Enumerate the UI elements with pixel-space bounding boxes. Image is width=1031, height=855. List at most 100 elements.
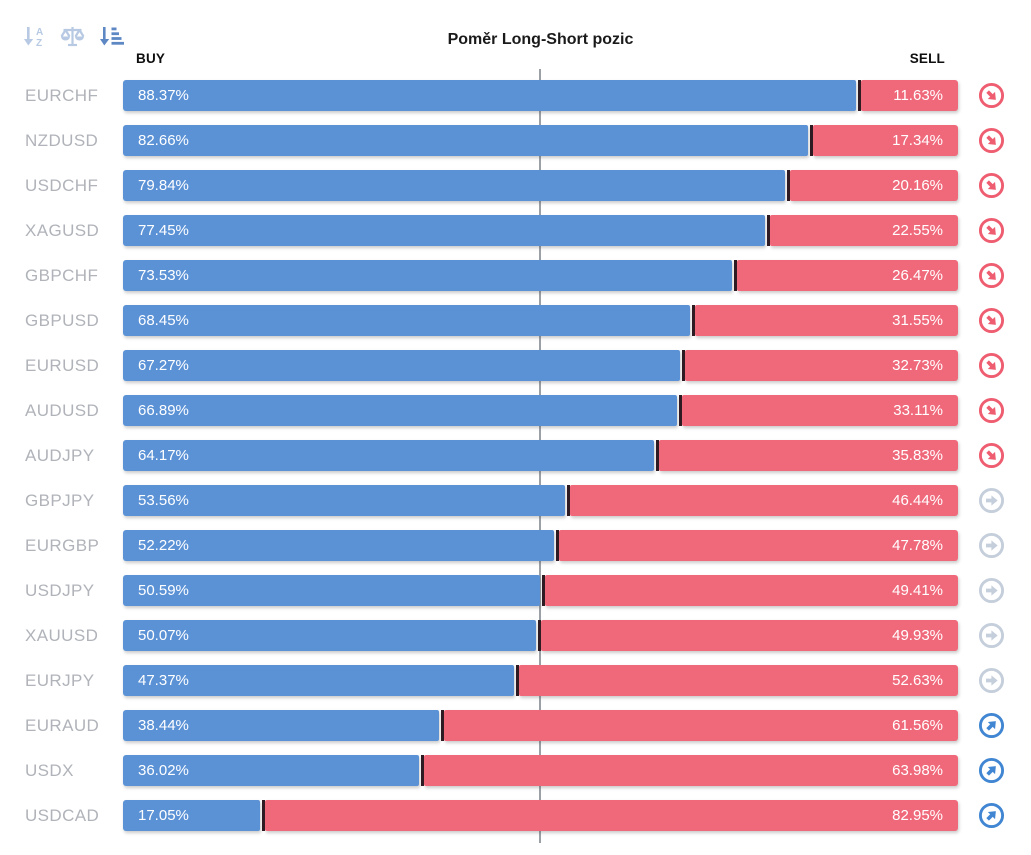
sell-bar-segment: 52.63% (518, 665, 958, 696)
signal-down-right-arrow-icon (978, 307, 1005, 334)
ratio-bar: 50.59% 49.41% (123, 575, 958, 606)
sell-bar-segment: 47.78% (559, 530, 958, 561)
buy-percent: 77.45% (138, 222, 189, 239)
signal-down-right-arrow-icon (978, 172, 1005, 199)
instrument-label: GBPUSD (25, 310, 100, 330)
signal-icon-button[interactable] (978, 802, 1005, 829)
bar-divider (766, 215, 770, 246)
buy-percent: 52.22% (138, 537, 189, 554)
signal-icon-button[interactable] (978, 127, 1005, 154)
bar-divider (678, 395, 682, 426)
signal-icon-button[interactable] (978, 667, 1005, 694)
instrument-row: USDCAD 17.05% 82.95% (0, 793, 1031, 838)
buy-bar-segment: 79.84% (123, 170, 785, 201)
signal-icon-button[interactable] (978, 82, 1005, 109)
signal-icon-button[interactable] (978, 217, 1005, 244)
compare-balance-button[interactable] (58, 23, 87, 49)
buy-bar-segment: 50.59% (123, 575, 541, 606)
signal-icon-button[interactable] (978, 532, 1005, 559)
instrument-row: AUDJPY 64.17% 35.83% (0, 433, 1031, 478)
instrument-label: USDJPY (25, 580, 95, 600)
buy-percent: 64.17% (138, 447, 189, 464)
bar-divider (440, 710, 444, 741)
sell-bar-segment: 61.56% (443, 710, 958, 741)
signal-icon-button[interactable] (978, 577, 1005, 604)
sell-percent: 22.55% (892, 222, 943, 239)
instrument-label: GBPJPY (25, 490, 95, 510)
sell-percent: 33.11% (893, 402, 943, 419)
signal-icon-button[interactable] (978, 172, 1005, 199)
instrument-row: NZDUSD 82.66% 17.34% (0, 118, 1031, 163)
instrument-row: EURUSD 67.27% 32.73% (0, 343, 1031, 388)
sort-by-amount-button[interactable] (96, 23, 125, 49)
bar-divider (691, 305, 695, 336)
sell-bar-segment: 63.98% (423, 755, 958, 786)
buy-percent: 53.56% (138, 492, 189, 509)
buy-bar-segment: 17.05% (123, 800, 261, 831)
bar-divider (538, 620, 542, 651)
signal-icon-button[interactable] (978, 487, 1005, 514)
buy-bar-segment: 38.44% (123, 710, 439, 741)
buy-percent: 50.07% (138, 627, 189, 644)
sell-percent: 49.93% (892, 627, 943, 644)
instrument-rows: EURCHF 88.37% 11.63% NZDUSD 82.66% 17.34… (0, 73, 1031, 838)
instrument-label: GBPCHF (25, 265, 99, 285)
ratio-bar: 82.66% 17.34% (123, 125, 958, 156)
buy-bar-segment: 68.45% (123, 305, 690, 336)
signal-icon-button[interactable] (978, 757, 1005, 784)
signal-down-right-arrow-icon (978, 217, 1005, 244)
signal-icon-button[interactable] (978, 262, 1005, 289)
sort-amount-icon (99, 27, 124, 46)
instrument-label: EURGBP (25, 535, 100, 555)
buy-column-header: BUY (136, 51, 166, 66)
signal-icon-button[interactable] (978, 352, 1005, 379)
instrument-label: USDCHF (25, 175, 99, 195)
signal-right-arrow-icon (978, 577, 1005, 604)
sell-bar-segment: 32.73% (684, 350, 958, 381)
buy-percent: 36.02% (138, 762, 189, 779)
instrument-label: AUDUSD (25, 400, 100, 420)
buy-bar-segment: 53.56% (123, 485, 566, 516)
column-headers: BUY SELL (123, 51, 958, 66)
instrument-row: EURCHF 88.37% 11.63% (0, 73, 1031, 118)
ratio-bar: 88.37% 11.63% (123, 80, 958, 111)
sort-alphabetical-icon: A Z (23, 27, 43, 48)
sell-bar-segment: 31.55% (694, 305, 958, 336)
instrument-row: XAUUSD 50.07% 49.93% (0, 613, 1031, 658)
sort-alphabetical-button[interactable]: A Z (20, 23, 49, 49)
bar-divider (733, 260, 737, 291)
ratio-bar: 50.07% 49.93% (123, 620, 958, 651)
ratio-bar: 64.17% 35.83% (123, 440, 958, 471)
ratio-bar: 47.37% 52.63% (123, 665, 958, 696)
instrument-label: EURJPY (25, 670, 95, 690)
instrument-label: XAGUSD (25, 220, 100, 240)
buy-percent: 66.89% (138, 402, 189, 419)
buy-bar-segment: 64.17% (123, 440, 654, 471)
bar-divider (567, 485, 571, 516)
sell-percent: 31.55% (892, 312, 943, 329)
sell-percent: 61.56% (892, 717, 943, 734)
signal-down-right-arrow-icon (978, 127, 1005, 154)
ratio-bar: 79.84% 20.16% (123, 170, 958, 201)
bar-divider (556, 530, 560, 561)
signal-icon-button[interactable] (978, 622, 1005, 649)
signal-up-right-arrow-icon (978, 802, 1005, 829)
ratio-bar: 38.44% 61.56% (123, 710, 958, 741)
signal-icon-button[interactable] (978, 442, 1005, 469)
signal-down-right-arrow-icon (978, 82, 1005, 109)
bar-divider (515, 665, 519, 696)
instrument-label: XAUUSD (25, 625, 99, 645)
sell-bar-segment: 49.93% (541, 620, 958, 651)
instrument-label: AUDJPY (25, 445, 95, 465)
signal-up-right-arrow-icon (978, 712, 1005, 739)
signal-icon-button[interactable] (978, 397, 1005, 424)
signal-icon-button[interactable] (978, 712, 1005, 739)
sell-bar-segment: 17.34% (813, 125, 958, 156)
bar-divider (262, 800, 266, 831)
signal-icon-button[interactable] (978, 307, 1005, 334)
instrument-row: AUDUSD 66.89% 33.11% (0, 388, 1031, 433)
ratio-bar: 73.53% 26.47% (123, 260, 958, 291)
svg-text:A: A (36, 27, 43, 38)
sell-bar-segment: 35.83% (658, 440, 958, 471)
sell-percent: 49.41% (892, 582, 943, 599)
